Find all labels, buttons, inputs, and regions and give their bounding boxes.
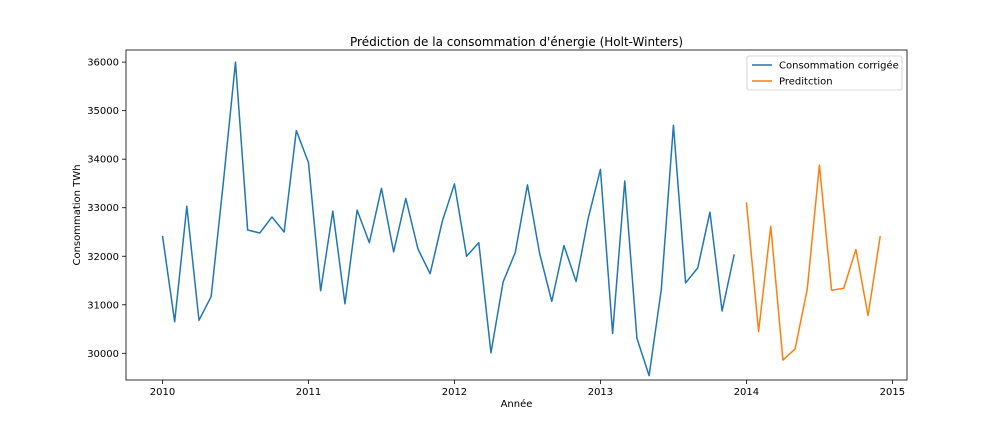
legend-label: Preditction	[779, 77, 833, 88]
y-axis-title: Consommation TWh	[72, 164, 83, 265]
x-axis-title: Année	[501, 398, 533, 410]
plot-frame	[125, 49, 908, 381]
y-tick-label: 36000	[87, 58, 119, 69]
y-tick-label: 31000	[87, 300, 119, 311]
plot-area: 2010 2011 2012 2013 2014 2015 30000 31000 32000 3…	[87, 49, 908, 398]
x-tick-label: 2012	[442, 387, 467, 398]
series-line	[161, 61, 735, 377]
legend: Consommation corrigée Preditction	[746, 55, 903, 91]
y-tick-label: 33000	[87, 203, 119, 214]
x-tick-label: 2013	[588, 387, 613, 398]
y-tick-label: 32000	[87, 252, 119, 263]
x-tick-label: 2015	[880, 387, 905, 398]
x-tick-label: 2011	[296, 387, 321, 398]
chart-title: Prédiction de la consommation d'énergie …	[350, 35, 683, 49]
y-tick-label: 35000	[87, 106, 119, 117]
series-line	[745, 164, 881, 361]
x-tick-label: 2010	[150, 387, 175, 398]
y-tick-label: 30000	[87, 349, 119, 360]
legend-box	[746, 55, 903, 91]
y-tick-label: 34000	[87, 155, 119, 166]
legend-label: Consommation corrigée	[779, 60, 899, 72]
x-tick-label: 2014	[734, 387, 759, 398]
